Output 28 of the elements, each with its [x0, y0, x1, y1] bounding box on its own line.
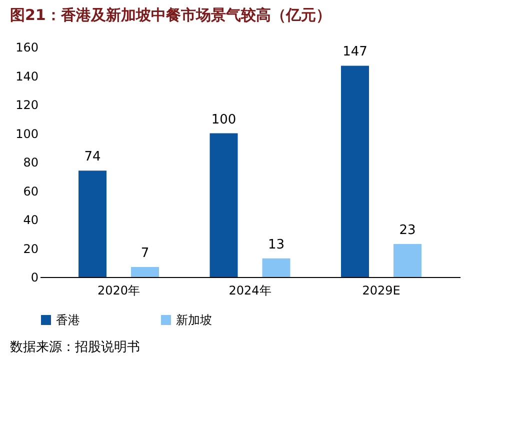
data-label: 147 — [342, 44, 368, 60]
chart-title: 图21：香港及新加坡中餐市场景气较高（亿元） — [10, 6, 331, 24]
y-tick-label: 140 — [16, 69, 38, 84]
x-tick-label: 2020年 — [97, 284, 140, 298]
legend-label: 香港 — [56, 313, 80, 327]
y-tick-label: 0 — [30, 270, 38, 284]
bar — [341, 66, 369, 277]
bar — [262, 258, 290, 277]
bar — [394, 244, 422, 277]
y-tick-label: 80 — [23, 156, 38, 170]
y-tick-label: 60 — [23, 184, 38, 198]
x-tick-label: 2024年 — [228, 284, 272, 298]
bar — [131, 266, 159, 277]
data-label: 23 — [399, 222, 416, 238]
y-tick-label: 100 — [16, 126, 38, 141]
data-label: 7 — [140, 246, 150, 261]
bar — [210, 133, 238, 277]
source-note: 数据来源：招股说明书 — [10, 340, 140, 355]
y-tick-label: 160 — [16, 40, 38, 54]
data-label: 100 — [211, 112, 236, 128]
y-tick-label: 120 — [16, 98, 38, 112]
x-tick-label: 2029E — [362, 284, 400, 298]
y-tick-label: 40 — [23, 213, 38, 227]
data-label: 74 — [84, 150, 101, 165]
data-label: 13 — [268, 237, 285, 252]
legend-label: 新加坡 — [176, 313, 212, 327]
y-tick-label: 20 — [23, 242, 38, 256]
bar — [78, 170, 106, 277]
